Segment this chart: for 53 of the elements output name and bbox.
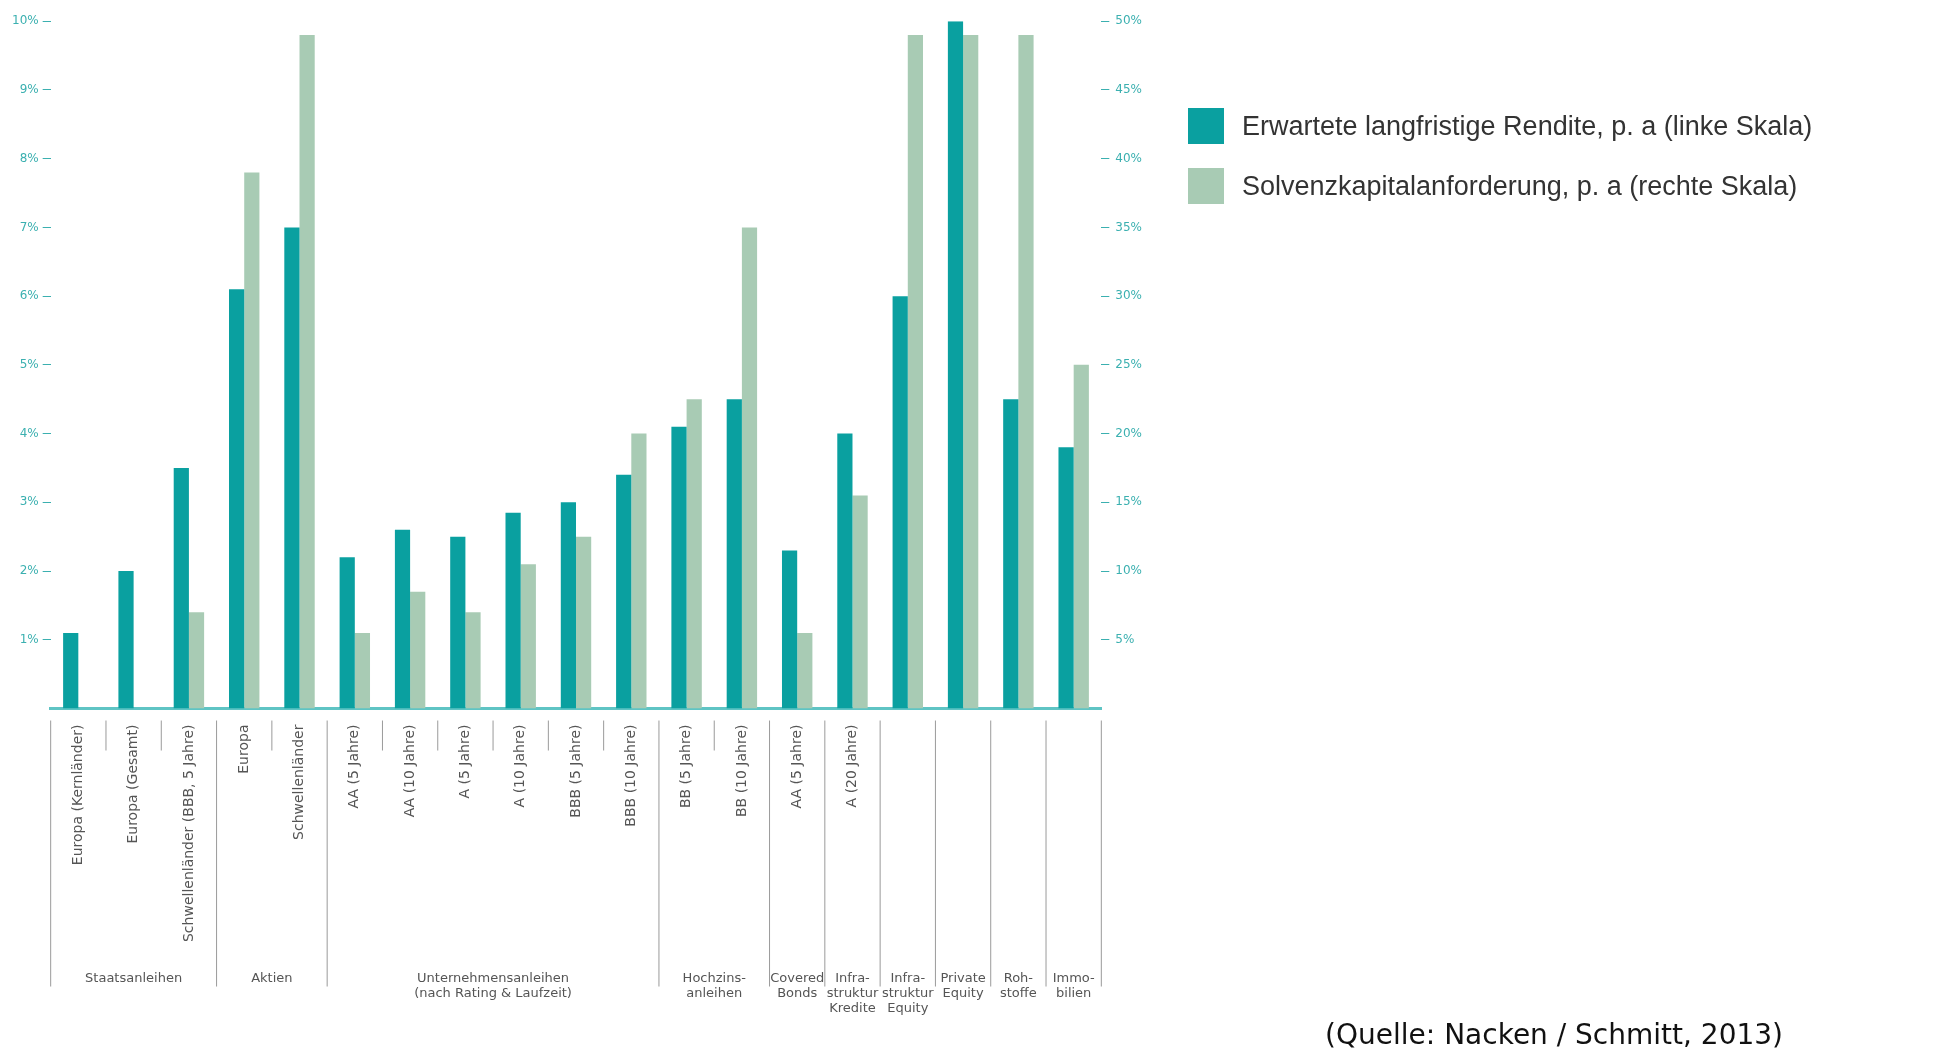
x-tick-label: Europa (Gesamt) bbox=[124, 724, 141, 844]
x-tick-label: BBB (10 Jahre) bbox=[621, 724, 638, 827]
x-tick-label: A (5 Jahre) bbox=[456, 724, 473, 799]
x-tick-label: Europa bbox=[234, 724, 251, 774]
y2-tick-label: 40% bbox=[1115, 150, 1142, 165]
text: Staatsanleihen bbox=[85, 970, 183, 986]
y-tick-label: 1% bbox=[19, 631, 39, 646]
text: Aktien bbox=[251, 970, 293, 986]
text: Private Equity bbox=[940, 970, 986, 1001]
y-tick-label: 10% bbox=[12, 13, 39, 28]
y-tick-label: 8% bbox=[19, 150, 39, 165]
y2-tick-label: 20% bbox=[1115, 425, 1142, 440]
y-tick-label: 4% bbox=[19, 425, 39, 440]
x-tick-label: AA (10 Jahre) bbox=[400, 724, 417, 818]
bar bbox=[118, 571, 134, 709]
x-tick-label: BB (5 Jahre) bbox=[677, 724, 694, 809]
text: Roh- stoffe bbox=[999, 970, 1037, 1001]
x-tick-label: Schwellenländer (BBB, 5 Jahre) bbox=[179, 724, 196, 943]
y2-tick-label: 35% bbox=[1115, 219, 1142, 234]
y-tick-label: 2% bbox=[19, 563, 39, 578]
y-tick-label: 6% bbox=[19, 288, 39, 303]
x-tick-label: BBB (5 Jahre) bbox=[566, 724, 583, 818]
legend-label: Erwartete langfristige Rendite, p. a (linke Skala) bbox=[1242, 110, 1813, 142]
text: Hochzins- anleihen bbox=[682, 970, 747, 1001]
y2-tick-label: 45% bbox=[1115, 82, 1142, 97]
x-tick-label: BB (10 Jahre) bbox=[732, 724, 749, 818]
text: Unternehmensanleihen (nach Rating & Laufzeit) bbox=[414, 970, 572, 1001]
y-tick-label: 7% bbox=[19, 219, 39, 234]
y2-tick-label: 5% bbox=[1115, 631, 1135, 646]
bar bbox=[173, 467, 189, 709]
text: Covered Bonds bbox=[770, 970, 825, 1001]
x-tick-label: A (20 Jahre) bbox=[843, 724, 860, 808]
y2-tick-label: 10% bbox=[1115, 563, 1142, 578]
text: Infra- struktur Kredite bbox=[826, 970, 879, 1016]
text: Immo- bilien bbox=[1052, 970, 1096, 1001]
y2-tick-label: 15% bbox=[1115, 494, 1142, 509]
y-tick-label: 5% bbox=[19, 356, 39, 371]
x-tick-label: A (10 Jahre) bbox=[511, 724, 528, 808]
legend-label: Solvenzkapitalanforderung, p. a (rechte Skala) bbox=[1242, 170, 1798, 202]
bar bbox=[781, 550, 798, 709]
x-tick-label: AA (5 Jahre) bbox=[787, 724, 804, 809]
bar bbox=[63, 632, 79, 709]
x-tick-label: Schwellenländer bbox=[290, 724, 307, 840]
y2-tick-label: 50% bbox=[1115, 13, 1142, 28]
text: (Quelle: Nacken / Schmitt, 2013) bbox=[1325, 1018, 1783, 1051]
y2-tick-label: 25% bbox=[1115, 356, 1142, 371]
x-tick-label: Europa (Kernländer) bbox=[68, 724, 85, 866]
y-tick-label: 9% bbox=[19, 82, 39, 97]
x-tick-label: AA (5 Jahre) bbox=[345, 724, 362, 809]
y-tick-label: 3% bbox=[19, 494, 39, 509]
text: Infra- struktur Equity bbox=[881, 970, 935, 1016]
bar bbox=[1018, 34, 1034, 709]
y2-tick-label: 30% bbox=[1115, 288, 1142, 303]
